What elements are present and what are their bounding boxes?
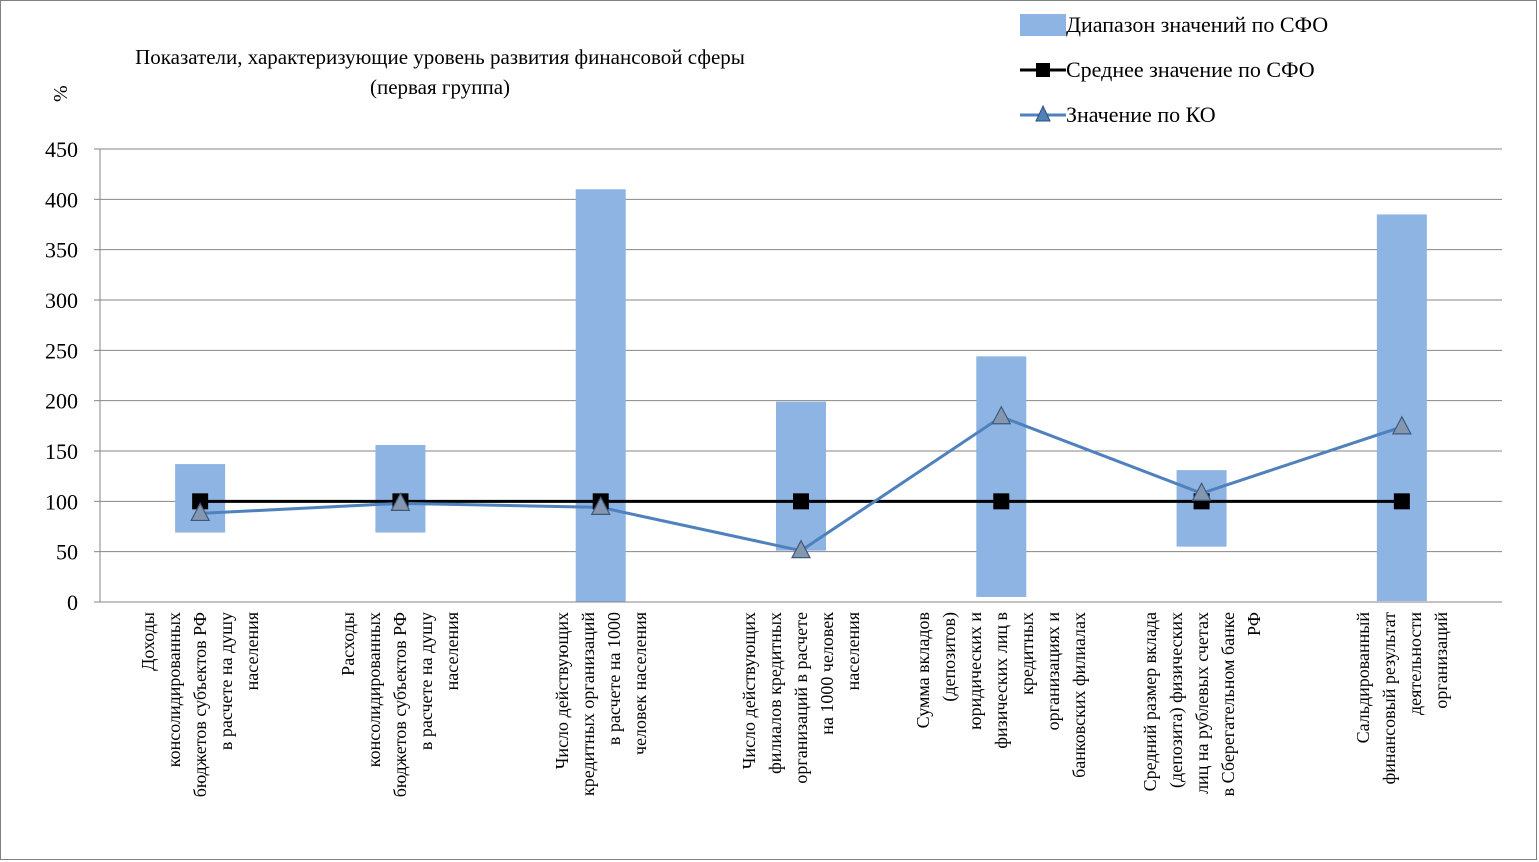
category-label-text-7: Сальдированный финансовый результат деятел… <box>1350 612 1454 852</box>
category-label-line: (депозита) физических <box>1165 612 1186 788</box>
category-label-line: консолидированных <box>164 612 185 768</box>
category-label-line: деятельности <box>1404 612 1425 716</box>
category-label-line: консолидированных <box>364 612 385 768</box>
mean-marker-7 <box>1393 493 1410 510</box>
mean-marker-4 <box>793 493 809 510</box>
ko-marker-1 <box>190 502 211 522</box>
ko-marker-5 <box>991 405 1012 425</box>
ko-marker-6 <box>1191 481 1212 501</box>
category-label-line: в расчете на душу <box>216 612 237 751</box>
y-tick-label-250: 250 <box>45 338 78 363</box>
mean-marker-5 <box>993 493 1010 510</box>
category-label-line: Число действующих <box>551 612 572 770</box>
y-tick-labels: 0 50 100 150 200 250 300 350 400 450 <box>45 137 78 615</box>
series-markers <box>190 405 1412 559</box>
y-tick-label-200: 200 <box>45 389 78 414</box>
category-label-line: (депозитов) <box>939 612 960 702</box>
category-label-line: Сумма вкладов <box>913 612 934 729</box>
category-label-line: населения <box>843 612 863 691</box>
category-label-line: человек населения <box>629 612 650 755</box>
legend-swatch-ko <box>1020 100 1066 130</box>
y-tick-label-50: 50 <box>56 540 78 565</box>
category-label-line: Число действующих <box>739 612 759 770</box>
chart-title-line-1: Показатели, характеризующие уровень разв… <box>135 45 745 69</box>
category-label-line: организаций в расчете <box>791 612 811 784</box>
category-label-line: кредитных <box>1017 612 1038 695</box>
category-label-line: РФ <box>1243 612 1264 636</box>
legend-swatch-range <box>1020 10 1066 40</box>
category-label-line: физических лиц в <box>991 612 1012 749</box>
legend-swatch-mean <box>1020 55 1066 85</box>
mean-marker-1 <box>192 493 209 510</box>
category-label-line: Расходы <box>338 612 359 676</box>
ko-marker-7 <box>1391 415 1412 435</box>
category-label-line: в расчете на 1000 <box>603 612 624 746</box>
y-tick-label-100: 100 <box>45 489 78 514</box>
chart-title: Показатели, характеризующие уровень разв… <box>30 42 850 102</box>
category-label-line: банковских филиалах <box>1069 612 1090 778</box>
legend-item-mean: Среднее значение по СФО <box>1020 55 1420 85</box>
category-label-line: организаций <box>1430 612 1451 709</box>
category-label-line: филиалов кредитных <box>765 612 785 774</box>
range-bar-7 <box>1376 214 1427 601</box>
category-label-line: лиц на рублевых счетах <box>1191 612 1212 794</box>
category-label-line: юридических и <box>965 612 986 730</box>
axes <box>99 149 1502 603</box>
category-label-text-3: Число действующих кредитных организаций в … <box>549 612 653 852</box>
category-label-text-2: Расходы консолидированных бюджетов субъект… <box>335 612 465 852</box>
legend-item-ko: Значение по КО <box>1020 100 1420 130</box>
range-bars <box>175 189 1427 602</box>
category-label-line: населения <box>242 612 263 691</box>
category-label-line: Сальдированный <box>1352 612 1373 744</box>
category-label-line: бюджетов субъектов РФ <box>390 612 411 798</box>
legend-label-ko: Значение по КО <box>1066 102 1216 127</box>
category-label-text-5: Сумма вкладов (депозитов) юридических и физ… <box>910 612 1092 852</box>
y-tick-label-300: 300 <box>45 288 78 313</box>
category-label-line: Доходы <box>138 612 159 671</box>
category-label-line: Средний размер вклада <box>1139 612 1160 792</box>
range-bar-2 <box>375 444 426 533</box>
ko-marker-2 <box>390 492 411 511</box>
category-label-line: кредитных организаций <box>577 612 598 797</box>
category-label-line: бюджетов субъектов РФ <box>190 612 211 798</box>
legend-label-range: Диапазон значений по СФО <box>1066 12 1329 37</box>
category-label-text-4: Число действующих филиалов кредитных орган… <box>736 612 866 852</box>
ko-marker-3 <box>590 496 611 515</box>
category-label-text-1: Доходы консолидированных бюджетов субъекто… <box>135 612 265 852</box>
category-label-line: организациях и <box>1043 612 1064 731</box>
range-bar-4 <box>776 401 826 551</box>
y-tick-label-150: 150 <box>45 439 78 464</box>
ko-marker-4 <box>791 539 811 559</box>
chart-title-line-2: (первая группа) <box>369 75 511 99</box>
range-bar-5 <box>976 356 1027 597</box>
y-tick-label-350: 350 <box>45 238 78 263</box>
category-label-line: в расчете на душу <box>416 612 437 751</box>
category-label-line: населения <box>442 612 463 691</box>
category-label-line: на 1000 человек <box>817 612 837 735</box>
y-tick-label-450: 450 <box>45 137 78 162</box>
category-label-text-6: Средний размер вклада (депозита) физическ… <box>1137 612 1267 852</box>
category-label-line: в Сберегательном банке <box>1217 612 1238 797</box>
y-tick-label-0: 0 <box>67 590 78 615</box>
legend-label-mean: Среднее значение по СФО <box>1066 57 1315 82</box>
range-bar-3 <box>575 189 626 602</box>
legend-item-range: Диапазон значений по СФО <box>1020 10 1420 40</box>
category-label-line: финансовый результат <box>1378 612 1399 785</box>
y-tick-label-400: 400 <box>45 187 78 212</box>
